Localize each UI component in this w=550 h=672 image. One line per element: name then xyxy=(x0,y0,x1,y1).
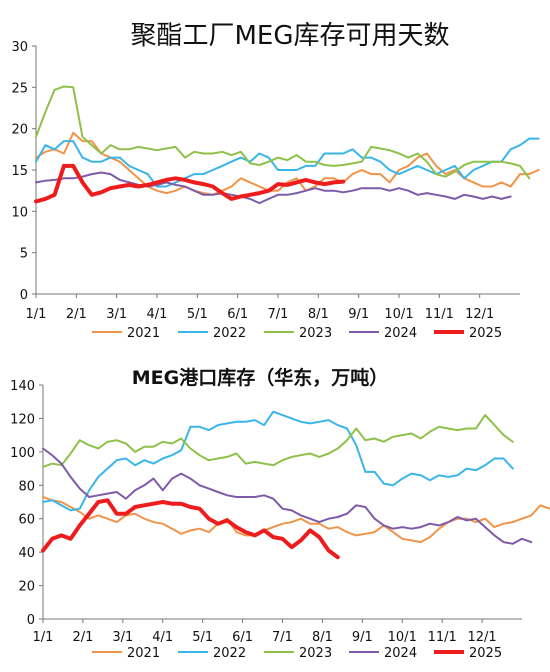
chart1-x-tick-label: 7/1 xyxy=(268,307,289,322)
chart1-y-tick-label: 20 xyxy=(11,123,28,138)
chart2-x-tick-label: 2/1 xyxy=(72,630,93,645)
chart2-y-tick-label: 20 xyxy=(18,580,35,595)
chart1-legend-label-2025: 2025 xyxy=(469,326,502,341)
chart2-x-tick-label: 10/1 xyxy=(388,630,417,645)
chart2-series-2023 xyxy=(42,414,514,468)
chart1-x-tick-label: 2/1 xyxy=(66,307,87,322)
chart1-series-2025 xyxy=(34,163,346,204)
chart1-y-tick-label: 30 xyxy=(11,40,28,55)
chart2-x-tick-label: 7/1 xyxy=(272,630,293,645)
chart2-legend-label-2025: 2025 xyxy=(469,646,502,661)
chart2-x-tick-label: 4/1 xyxy=(152,630,173,645)
chart1-series-2022 xyxy=(35,137,540,188)
chart2-y-tick-label: 80 xyxy=(18,479,35,494)
chart1-x-tick-label: 1/1 xyxy=(26,307,47,322)
chart2-x-tick-label: 6/1 xyxy=(232,630,253,645)
chart2-legend-label-2023: 2023 xyxy=(299,646,332,661)
chart1-series-2024 xyxy=(35,171,512,205)
chart2-x-tick-label: 9/1 xyxy=(352,630,373,645)
chart2-y-tick-label: 120 xyxy=(10,412,35,427)
chart2-x-tick-label: 1/1 xyxy=(33,630,54,645)
chart1-y-tick-label: 10 xyxy=(11,205,28,220)
chart2-title: MEG港口库存（华东，万吨） xyxy=(132,366,388,389)
chart1-x-tick-label: 8/1 xyxy=(308,307,329,322)
chart1-legend-label-2024: 2024 xyxy=(384,326,417,341)
chart2-y-tick-label: 60 xyxy=(18,513,35,528)
chart2-y-tick-label: 40 xyxy=(18,546,35,561)
chart1-x-tick-label: 4/1 xyxy=(147,307,168,322)
chart2-y-tick-label: 100 xyxy=(10,446,35,461)
chart1-y-tick-label: 25 xyxy=(11,81,28,96)
chart2-plot: 0 20 40 60 80 100 120 140 1/1 2/1 3/1 4/1 5/1 6/1 7/1 8… xyxy=(10,379,550,661)
chart1-y-tick-label: 15 xyxy=(11,164,28,179)
chart2-x-tick-label: 12/1 xyxy=(467,630,496,645)
chart1-title: 聚酯工厂MEG库存可用天数 xyxy=(130,21,449,51)
chart2-series-2024 xyxy=(42,447,533,545)
chart2-x-tick-label: 3/1 xyxy=(112,630,133,645)
chart2-series-2021 xyxy=(42,496,550,544)
chart1-x-tick-label: 6/1 xyxy=(227,307,248,322)
chart2-y-tick-label: 140 xyxy=(10,379,35,394)
chart1-legend-label-2021: 2021 xyxy=(127,326,160,341)
chart1-series-2023 xyxy=(35,85,531,180)
chart1-series-2021 xyxy=(35,131,540,196)
chart2-series-2022 xyxy=(42,410,514,512)
chart1-x-tick-label: 3/1 xyxy=(106,307,127,322)
chart2-x-tick-label: 8/1 xyxy=(312,630,333,645)
chart1-legend-label-2023: 2023 xyxy=(299,326,332,341)
chart2-y-tick-label: 0 xyxy=(27,613,35,628)
chart2-legend-label-2021: 2021 xyxy=(127,646,160,661)
chart1-x-tick-label: 12/1 xyxy=(465,307,494,322)
chart2-x-tick-label: 5/1 xyxy=(192,630,213,645)
chart2-x-tick-label: 11/1 xyxy=(428,630,457,645)
chart1-x-tick-label: 5/1 xyxy=(187,307,208,322)
chart1-x-tick-label: 11/1 xyxy=(425,307,454,322)
chart1-x-tick-label: 10/1 xyxy=(384,307,413,322)
chart2-series-2025 xyxy=(41,498,340,560)
chart1-legend-label-2022: 2022 xyxy=(213,326,246,341)
chart1-y-tick-label: 5 xyxy=(20,247,28,262)
chart2-legend-label-2024: 2024 xyxy=(384,646,417,661)
chart2-legend-label-2022: 2022 xyxy=(213,646,246,661)
chart1-x-tick-label: 9/1 xyxy=(348,307,369,322)
chart1-y-tick-label: 0 xyxy=(20,288,28,303)
